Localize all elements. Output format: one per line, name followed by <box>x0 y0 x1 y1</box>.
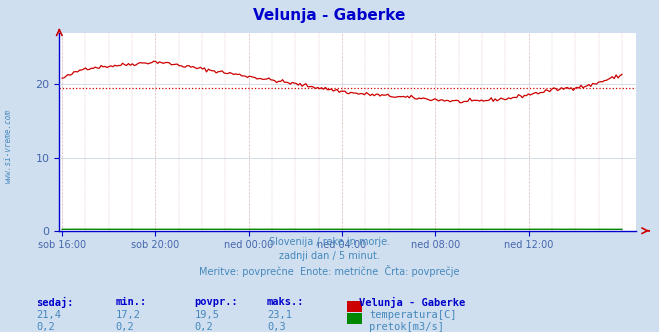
Text: 19,5: 19,5 <box>194 310 219 320</box>
Text: sedaj:: sedaj: <box>36 297 74 308</box>
Text: 0,3: 0,3 <box>267 322 285 332</box>
Text: Velunja - Gaberke: Velunja - Gaberke <box>253 8 406 23</box>
Text: povpr.:: povpr.: <box>194 297 238 307</box>
Text: Slovenija / reke in morje.: Slovenija / reke in morje. <box>269 237 390 247</box>
Text: min.:: min.: <box>115 297 146 307</box>
Text: Velunja - Gaberke: Velunja - Gaberke <box>359 297 465 308</box>
Text: 17,2: 17,2 <box>115 310 140 320</box>
Text: zadnji dan / 5 minut.: zadnji dan / 5 minut. <box>279 251 380 261</box>
Text: pretok[m3/s]: pretok[m3/s] <box>369 322 444 332</box>
Text: www.si-vreme.com: www.si-vreme.com <box>4 109 13 183</box>
Text: maks.:: maks.: <box>267 297 304 307</box>
Text: temperatura[C]: temperatura[C] <box>369 310 457 320</box>
Text: 0,2: 0,2 <box>194 322 213 332</box>
Text: 23,1: 23,1 <box>267 310 292 320</box>
Text: Meritve: povprečne  Enote: metrične  Črta: povprečje: Meritve: povprečne Enote: metrične Črta:… <box>199 265 460 277</box>
Text: 21,4: 21,4 <box>36 310 61 320</box>
Text: 0,2: 0,2 <box>115 322 134 332</box>
Text: 0,2: 0,2 <box>36 322 55 332</box>
